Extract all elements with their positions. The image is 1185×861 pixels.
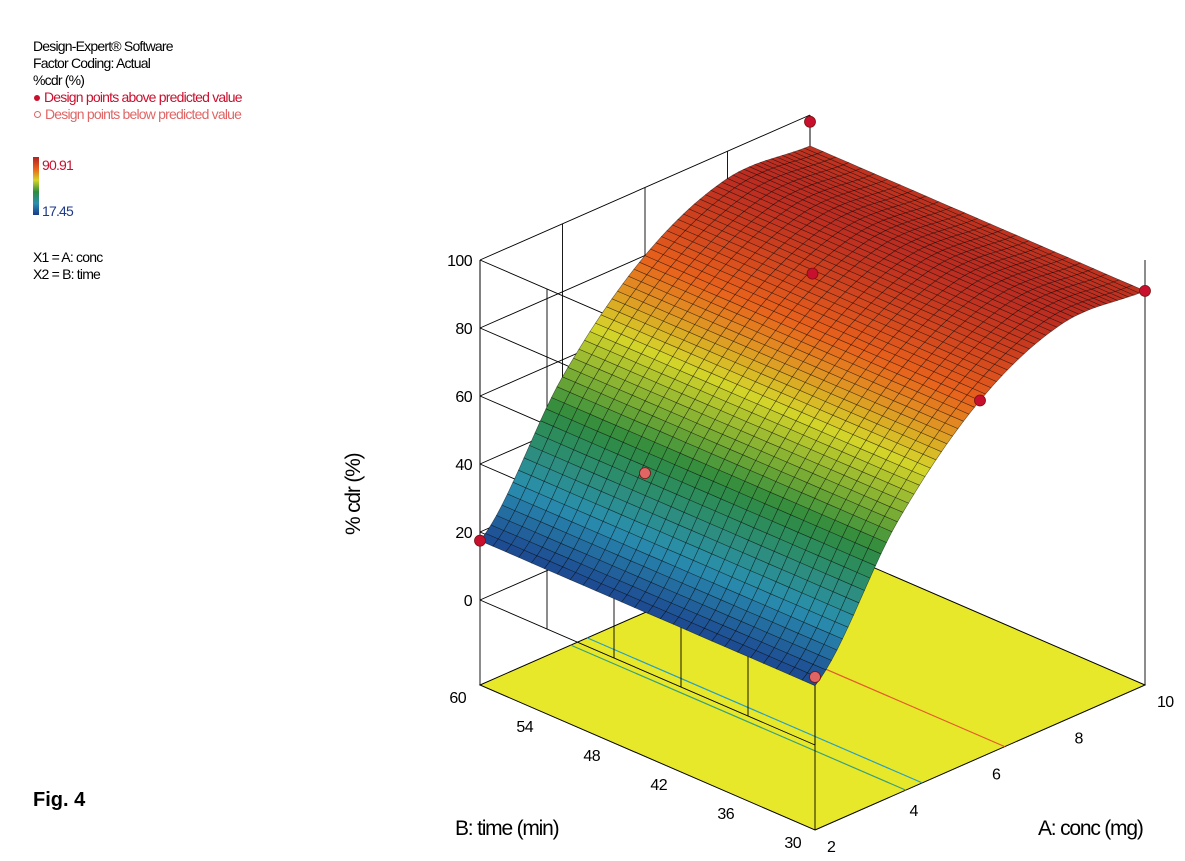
grid-line <box>479 599 816 746</box>
design-point-below <box>809 671 821 683</box>
design-point-above <box>474 534 486 547</box>
z-tick-label: 100 <box>447 253 473 270</box>
x2-definition: X2 = B: time <box>33 266 101 282</box>
x-axis-label: A: conc (mg) <box>1038 817 1143 840</box>
z-tick-label: 80 <box>455 321 472 338</box>
y-axis-label: B: time (min) <box>455 817 559 840</box>
scale-max: 90.91 <box>42 157 74 173</box>
floor-contour-line <box>587 637 923 784</box>
below-point-icon <box>34 111 41 119</box>
response-label: %cdr (%) <box>33 72 85 88</box>
z-tick-label: 40 <box>455 457 472 474</box>
y-tick-label: 60 <box>449 690 466 707</box>
legend-above: Design points above predicted value <box>33 89 243 106</box>
design-point-above <box>806 267 819 280</box>
y-tick-label: 42 <box>650 777 667 794</box>
legend-block: Design-Expert® Software Factor Coding: A… <box>33 38 243 123</box>
z-tick-label: 20 <box>455 525 472 542</box>
design-point-above <box>804 115 816 128</box>
figure-label: Fig. 4 <box>33 789 86 811</box>
scale-min: 17.45 <box>42 203 74 219</box>
y-tick-label: 54 <box>516 719 533 736</box>
software-label: Design-Expert® Software <box>33 38 174 54</box>
color-scale-bar <box>33 157 39 215</box>
factor-definitions: X1 = A: conc X2 = B: time <box>33 249 103 283</box>
y-tick-label: 36 <box>717 806 734 823</box>
design-point-below <box>639 467 651 480</box>
y-tick-label: 30 <box>784 835 801 852</box>
coding-label: Factor Coding: Actual <box>33 55 151 71</box>
z-tick-label: 0 <box>464 593 473 610</box>
above-label: Design points above predicted value <box>44 89 243 105</box>
design-point-above <box>974 394 986 407</box>
below-label: Design points below predicted value <box>45 106 242 122</box>
x-tick-label: 10 <box>1157 694 1174 711</box>
above-point-icon <box>34 94 40 101</box>
x-tick-label: 2 <box>827 839 836 856</box>
design-point-above <box>1139 285 1151 297</box>
legend-below: Design points below predicted value <box>33 106 242 123</box>
y-tick-label: 48 <box>583 748 600 765</box>
z-axis-label: % cdr (%) <box>342 453 365 535</box>
x-tick-label: 6 <box>992 767 1001 784</box>
x-tick-label: 4 <box>910 803 919 820</box>
x1-definition: X1 = A: conc <box>33 249 103 265</box>
floor-contour-line <box>570 644 906 791</box>
z-tick-label: 60 <box>455 389 472 406</box>
x-tick-label: 8 <box>1075 730 1084 747</box>
